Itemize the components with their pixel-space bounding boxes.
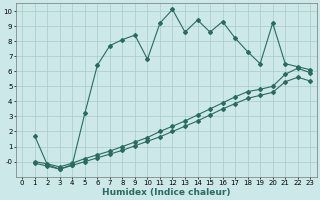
X-axis label: Humidex (Indice chaleur): Humidex (Indice chaleur) bbox=[102, 188, 230, 197]
